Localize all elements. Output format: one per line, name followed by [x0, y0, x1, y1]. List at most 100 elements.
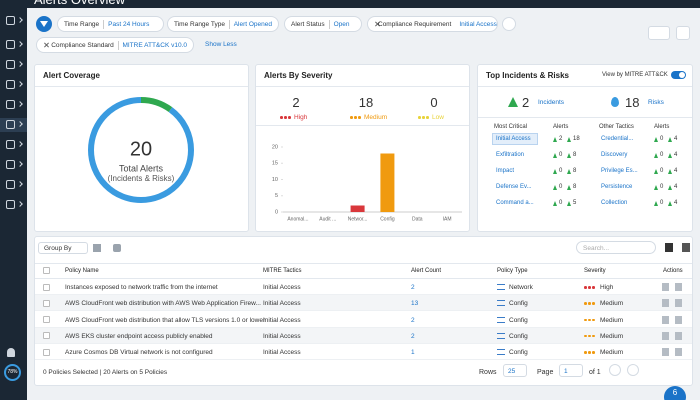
filter-chip[interactable]: Alert Status Open: [284, 16, 362, 32]
card-divider: [35, 86, 248, 87]
columns-icon[interactable]: [682, 243, 690, 252]
tactic-link[interactable]: Discovery: [601, 152, 628, 158]
save-button[interactable]: [648, 26, 670, 40]
filter-chip[interactable]: Time Range Type Alert Opened: [167, 16, 279, 32]
chip-label: Compliance Requirement: [378, 20, 452, 28]
tactic-link[interactable]: Credential...: [601, 136, 634, 142]
chip-close[interactable]: [43, 42, 49, 48]
severity-count: 2: [292, 95, 300, 110]
sidebar-icon[interactable]: [6, 80, 15, 89]
sidebar-icon[interactable]: [6, 140, 15, 149]
toggle-knob: [679, 72, 685, 78]
alert-icon: [567, 185, 571, 190]
action-icon[interactable]: [662, 315, 669, 324]
sidebar-chevron: [17, 161, 23, 167]
tactic-link[interactable]: Defense Ev...: [496, 184, 532, 190]
sidebar-icon[interactable]: [6, 180, 15, 189]
checkbox[interactable]: [43, 332, 50, 340]
alert-count-link[interactable]: 2: [411, 332, 415, 340]
help-badge[interactable]: 6: [664, 386, 686, 400]
alert-count: 0: [660, 152, 664, 158]
toolbar-icon[interactable]: [93, 244, 101, 252]
severity-dot: [280, 116, 283, 119]
tactic-link[interactable]: Command a...: [496, 200, 534, 206]
refresh-button[interactable]: [676, 26, 690, 40]
action-icon[interactable]: [662, 331, 669, 340]
checkbox[interactable]: [43, 348, 50, 356]
sidebar-icon[interactable]: [6, 60, 15, 69]
chip-divider: [228, 19, 230, 29]
policy-type-icon: [497, 300, 505, 307]
severity: Medium: [600, 300, 624, 308]
table-row: [35, 311, 692, 328]
tactic-link[interactable]: Collection: [601, 200, 628, 206]
incident-count: 2: [522, 95, 530, 110]
checkbox[interactable]: [43, 283, 50, 291]
action-icon[interactable]: [675, 348, 682, 357]
group-by[interactable]: Group By: [38, 242, 88, 254]
severity-label: Low: [432, 114, 444, 121]
alert-count-link[interactable]: 13: [411, 300, 419, 308]
rows-select[interactable]: 25: [503, 364, 527, 377]
sidebar-icon[interactable]: [6, 160, 15, 169]
alert-count-link[interactable]: 2: [411, 284, 415, 291]
toolbar-icon[interactable]: [113, 244, 121, 252]
action-icon[interactable]: [675, 283, 682, 291]
toggle[interactable]: [671, 71, 686, 79]
sidebar-chevron: [17, 101, 23, 107]
card-divider: [478, 86, 692, 87]
action-icon[interactable]: [662, 348, 669, 357]
sidebar-chevron: [17, 181, 23, 187]
alert-count-link[interactable]: 1: [411, 349, 415, 357]
alert-count: 5: [573, 200, 577, 206]
bell-icon[interactable]: [7, 348, 15, 357]
policy-name: AWS EKS cluster endpoint access publicly…: [65, 332, 213, 340]
card: Top Incidents & Risks View by MITRE ATT&C…: [477, 64, 693, 232]
filter-chip[interactable]: Time Range Past 24 Hours: [57, 16, 164, 32]
tactic-link[interactable]: Exfiltration: [496, 152, 525, 158]
severity-dot: [592, 286, 595, 289]
sidebar-icon[interactable]: [6, 120, 15, 129]
risk-icon: [611, 97, 619, 107]
alert-count-link[interactable]: 2: [411, 316, 415, 324]
severity-dot: [588, 302, 591, 305]
reset-button[interactable]: [502, 17, 516, 31]
search-box[interactable]: Search...: [576, 241, 656, 254]
tactic-link[interactable]: Impact: [496, 168, 515, 174]
action-icon[interactable]: [662, 283, 669, 291]
severity: Medium: [600, 349, 624, 357]
filter-chip[interactable]: Compliance Standard MITRE ATT&CK v10.0: [36, 37, 194, 53]
tactic-link[interactable]: Persistence: [601, 184, 633, 190]
page-prev[interactable]: [609, 364, 621, 376]
show-less[interactable]: Show Less: [205, 41, 237, 48]
incident-label: Incidents: [538, 99, 565, 106]
action-icon[interactable]: [675, 299, 682, 308]
table-row: [35, 279, 692, 295]
chip-label: Alert Status: [291, 20, 325, 28]
alert-icon: [553, 169, 557, 174]
severity: Medium: [600, 316, 624, 324]
sidebar-icon[interactable]: [6, 100, 15, 109]
policy-name: Azure Cosmos DB Virtual network is not c…: [65, 349, 213, 357]
checkbox[interactable]: [43, 299, 50, 307]
action-icon[interactable]: [675, 331, 682, 340]
severity-dot: [426, 116, 429, 119]
tactic-link[interactable]: Privilege Es...: [601, 168, 638, 174]
checkbox[interactable]: [43, 267, 50, 274]
sidebar-icon[interactable]: [6, 40, 15, 49]
severity-label: High: [294, 114, 308, 121]
severity-dot: [422, 116, 425, 119]
download-icon[interactable]: [665, 243, 673, 252]
action-icon[interactable]: [675, 315, 682, 324]
sidebar-icon[interactable]: [6, 200, 15, 209]
page-next[interactable]: [627, 364, 639, 376]
sidebar-icon[interactable]: [6, 16, 15, 25]
alert-count: 2: [559, 136, 563, 142]
page-select[interactable]: 1: [559, 364, 583, 377]
action-icon[interactable]: [662, 299, 669, 308]
chip-value: Alert Opened: [233, 20, 272, 28]
mitre-tactic: Initial Access: [263, 332, 301, 340]
checkbox[interactable]: [43, 316, 50, 324]
tactic-link[interactable]: Initial Access: [496, 136, 531, 142]
filter-chip[interactable]: Compliance Requirement Initial Access: [367, 16, 498, 32]
